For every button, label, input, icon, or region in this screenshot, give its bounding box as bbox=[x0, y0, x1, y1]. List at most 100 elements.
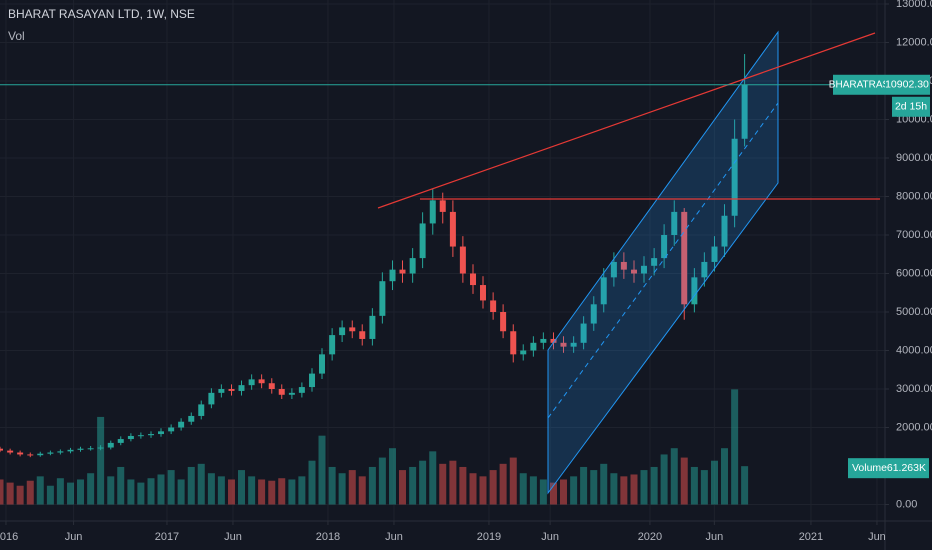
candle-body bbox=[67, 449, 74, 452]
candle-body bbox=[379, 281, 386, 316]
candle-body bbox=[349, 327, 356, 332]
volume-bar bbox=[389, 448, 397, 505]
volume-bar bbox=[539, 479, 547, 505]
volume-bar bbox=[36, 476, 44, 505]
volume-bar bbox=[559, 479, 567, 505]
volume-bar bbox=[419, 460, 427, 505]
candle-body bbox=[198, 404, 205, 416]
volume-bar bbox=[157, 474, 165, 505]
volume-bar bbox=[147, 478, 155, 505]
volume-bar bbox=[248, 476, 256, 505]
volume-bar bbox=[187, 466, 195, 505]
candle-body bbox=[87, 448, 94, 450]
volume-bar bbox=[338, 473, 346, 505]
candle-body bbox=[399, 269, 406, 274]
x-tick-label: Jun bbox=[65, 531, 83, 543]
volume-bar bbox=[550, 482, 558, 505]
volume-bar bbox=[268, 480, 276, 505]
candle-body bbox=[439, 200, 446, 212]
volume-bar bbox=[207, 473, 215, 505]
candle-body bbox=[329, 335, 336, 355]
price-tag bbox=[885, 74, 930, 95]
y-tick-label: 3000.00 bbox=[896, 383, 932, 395]
volume-bar bbox=[76, 479, 84, 505]
x-tick-label: 2016 bbox=[0, 531, 18, 543]
volume-bar bbox=[56, 478, 64, 505]
candle-body bbox=[530, 342, 537, 351]
volume-bar bbox=[358, 476, 366, 505]
candle-body bbox=[449, 211, 456, 247]
volume-bar bbox=[529, 476, 537, 505]
candle-body bbox=[298, 387, 305, 393]
volume-bar bbox=[479, 476, 487, 505]
volume-bar bbox=[449, 460, 457, 505]
volume-bar bbox=[640, 470, 648, 505]
candle-body bbox=[117, 439, 124, 443]
volume-bar bbox=[217, 476, 225, 505]
volume-bar bbox=[439, 463, 447, 505]
volume-bar bbox=[469, 473, 477, 505]
volume-bar bbox=[278, 478, 286, 505]
candle-body bbox=[268, 383, 275, 389]
volume-bar bbox=[580, 466, 588, 505]
volume-bar bbox=[670, 448, 678, 505]
y-tick-label: 0.00 bbox=[896, 498, 917, 510]
x-tick-label: 2018 bbox=[316, 531, 340, 543]
volume-tag-name: Volume bbox=[852, 462, 887, 474]
y-tick-label: 13000.00 bbox=[896, 0, 932, 10]
candle-body bbox=[510, 331, 517, 355]
y-tick-label: 4000.00 bbox=[896, 344, 932, 356]
volume-bar bbox=[6, 482, 14, 505]
candle-body bbox=[148, 434, 155, 436]
candle-body bbox=[590, 304, 597, 324]
y-tick-label: 9000.00 bbox=[896, 152, 932, 164]
candle-body bbox=[238, 385, 245, 391]
volume-bar bbox=[258, 479, 266, 505]
volume-bar bbox=[137, 482, 145, 505]
volume-bar bbox=[409, 466, 417, 505]
candle-body bbox=[419, 223, 426, 259]
volume-bar bbox=[398, 470, 406, 505]
volume-bar bbox=[318, 435, 326, 505]
candle-body bbox=[359, 331, 366, 339]
candle-body bbox=[228, 389, 235, 391]
volume-bar bbox=[237, 470, 245, 505]
candle-body bbox=[77, 448, 84, 450]
volume-bar bbox=[197, 463, 205, 505]
candle-body bbox=[157, 431, 164, 435]
volume-bar bbox=[308, 460, 316, 505]
candle-layer bbox=[0, 54, 748, 458]
candle-body bbox=[701, 261, 708, 278]
candle-body bbox=[57, 451, 64, 453]
candle-body bbox=[711, 246, 718, 262]
volume-bar bbox=[610, 473, 618, 505]
volume-bar bbox=[680, 457, 688, 505]
candle-body bbox=[631, 269, 638, 274]
volume-bar bbox=[127, 479, 135, 505]
volume-bar bbox=[620, 476, 628, 505]
candle-body bbox=[0, 448, 3, 451]
y-tick-label: 5000.00 bbox=[896, 306, 932, 318]
candle-body bbox=[651, 258, 658, 266]
candle-body bbox=[681, 211, 688, 305]
x-tick-label: 2021 bbox=[799, 531, 823, 543]
candle-body bbox=[107, 442, 114, 448]
candle-body bbox=[550, 338, 557, 343]
volume-tag bbox=[848, 458, 929, 479]
candle-body bbox=[178, 421, 185, 428]
price-tag-label: 10902.30 bbox=[885, 79, 929, 91]
countdown-label: 2d 15h bbox=[895, 101, 927, 113]
candle-body bbox=[248, 379, 255, 386]
indicator-label: Vol bbox=[8, 29, 25, 43]
trend-line bbox=[377, 32, 876, 209]
volume-bar bbox=[67, 482, 75, 505]
candle-body bbox=[188, 415, 195, 422]
volume-bar bbox=[348, 470, 356, 505]
channel-median bbox=[547, 102, 779, 419]
candle-body bbox=[409, 258, 416, 274]
x-tick-label: Jun bbox=[705, 531, 723, 543]
candle-body bbox=[208, 392, 215, 405]
candle-body bbox=[640, 265, 647, 274]
